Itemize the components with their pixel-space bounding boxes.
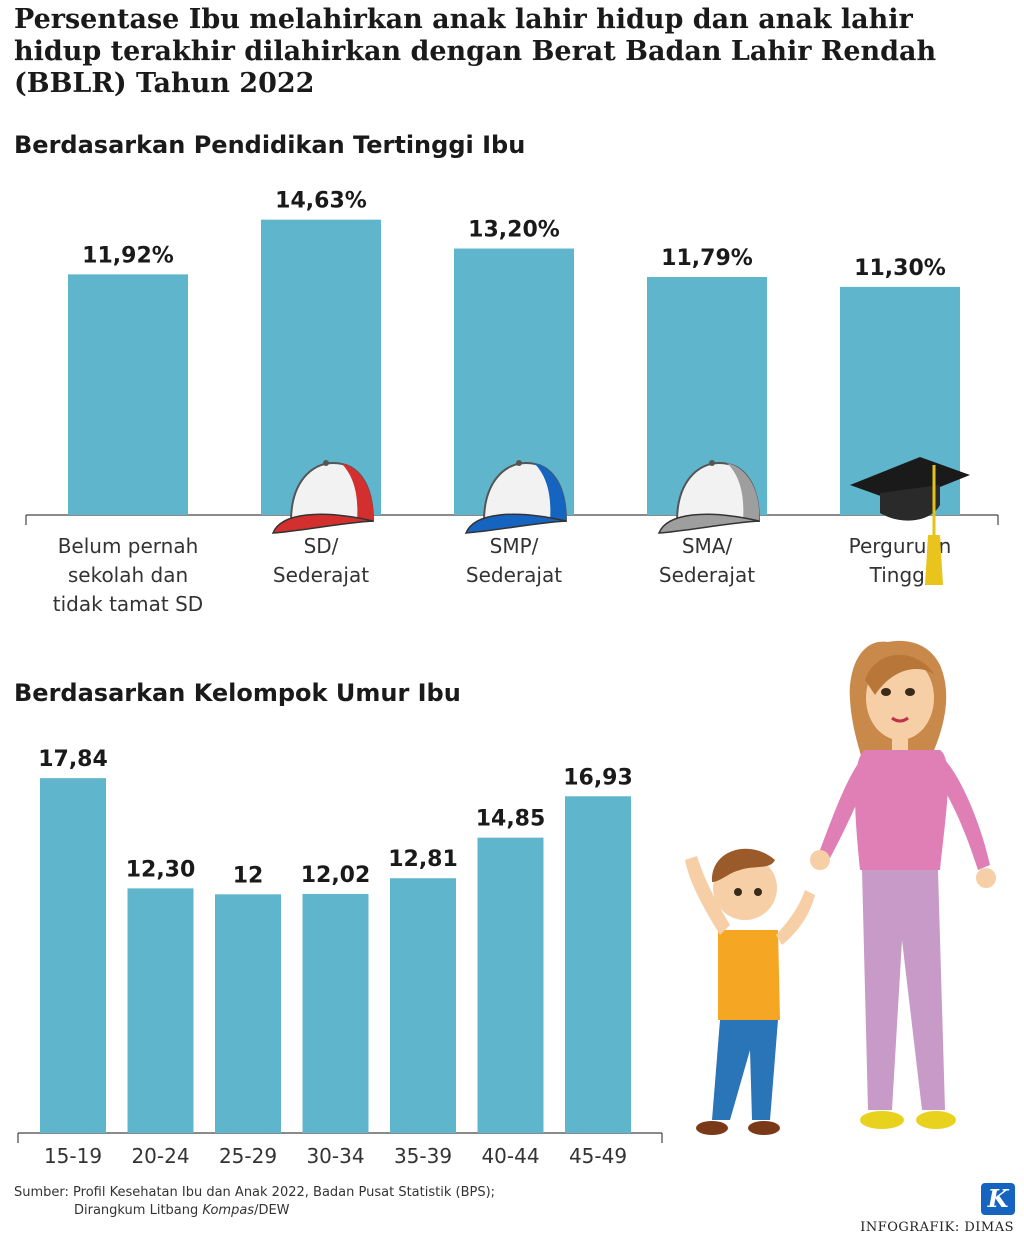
category-label-line: Sederajat — [273, 563, 369, 587]
category-label-line: 20-24 — [131, 1144, 189, 1168]
graduation-cap-icon — [850, 457, 970, 585]
category-label-line: 25-29 — [219, 1144, 277, 1168]
data-label: 14,63% — [275, 189, 367, 214]
category-label-line: SMP/ — [490, 534, 539, 558]
category-label-line: Tinggi — [869, 563, 931, 587]
gray-cap-icon — [657, 460, 761, 534]
category-label-line: tidak tamat SD — [53, 592, 203, 616]
category-label: 35-39 — [394, 1144, 452, 1168]
credit: INFOGRAFIK: DIMAS — [860, 1220, 1014, 1235]
bar — [68, 274, 188, 515]
age-bar-chart: 17,84 15-19 12,30 20-24 12 25-29 12,02 30-34 12,… — [17, 747, 663, 1168]
category-label-line: 45-49 — [569, 1144, 627, 1168]
blue-cap-icon — [464, 460, 568, 534]
data-label: 14,85 — [476, 807, 546, 832]
category-label-line: Sederajat — [466, 563, 562, 587]
category-label: SMP/Sederajat — [466, 534, 562, 587]
bar — [127, 888, 194, 1133]
category-label-line: 35-39 — [394, 1144, 452, 1168]
data-label: 17,84 — [38, 747, 108, 772]
bar — [302, 893, 369, 1133]
bar — [215, 894, 281, 1133]
source-line-2-prefix: Dirangkum Litbang — [74, 1203, 203, 1218]
category-label: SD/Sederajat — [273, 534, 369, 587]
mother-child-illustration-icon — [685, 640, 996, 1135]
bar — [40, 778, 106, 1133]
data-label: 11,79% — [661, 246, 753, 271]
category-label-line: SD/ — [304, 534, 339, 558]
chart-title: Persentase Ibu melahirkan anak lahir hid… — [14, 4, 937, 99]
category-label: 15-19 — [44, 1144, 102, 1168]
category-label-line: SMA/ — [682, 534, 733, 558]
child-icon — [685, 848, 815, 1135]
category-label-line: Sederajat — [659, 563, 755, 587]
source-line-1: Sumber: Profil Kesehatan Ibu dan Anak 20… — [14, 1185, 496, 1200]
category-label: Belum pernah sekolah dan tidak tamat SD — [53, 534, 203, 616]
category-label: 40-44 — [481, 1144, 539, 1168]
mother-icon — [810, 640, 996, 1129]
data-label: 16,93 — [563, 765, 633, 790]
data-label: 12,02 — [301, 863, 371, 888]
section-title-education: Berdasarkan Pendidikan Tertinggi Ibu — [14, 131, 526, 159]
section-title-age: Berdasarkan Kelompok Umur Ibu — [14, 679, 461, 707]
bar — [477, 837, 544, 1133]
category-label-line: 15-19 — [44, 1144, 102, 1168]
source-line-2: Dirangkum Litbang Kompas/DEW — [14, 1202, 495, 1220]
data-label: 13,20% — [468, 218, 560, 243]
category-label: 30-34 — [306, 1144, 364, 1168]
category-label: 45-49 — [569, 1144, 627, 1168]
bar — [390, 878, 456, 1133]
category-label-line: sekolah dan — [68, 563, 188, 587]
source-publisher: Kompas — [202, 1203, 255, 1218]
category-label: SMA/Sederajat — [659, 534, 755, 587]
kompas-logo: K — [981, 1183, 1015, 1215]
bar — [565, 796, 631, 1133]
category-label-line: 30-34 — [306, 1144, 364, 1168]
data-label: 11,92% — [82, 243, 174, 268]
education-bar-chart: 11,92% Belum pernah sekolah dan tidak tamat… — [25, 189, 999, 616]
data-label: 12 — [233, 863, 264, 888]
data-label: 12,81 — [388, 847, 458, 872]
category-label: 20-24 — [131, 1144, 189, 1168]
category-label-line: Belum pernah — [58, 534, 199, 558]
category-label: 25-29 — [219, 1144, 277, 1168]
data-label: 11,30% — [854, 256, 946, 281]
category-label-line: 40-44 — [481, 1144, 539, 1168]
data-label: 12,30 — [126, 857, 196, 882]
source-note: Sumber: Profil Kesehatan Ibu dan Anak 20… — [14, 1184, 495, 1220]
source-line-2-suffix: /DEW — [254, 1203, 290, 1218]
red-cap-icon — [271, 460, 375, 534]
